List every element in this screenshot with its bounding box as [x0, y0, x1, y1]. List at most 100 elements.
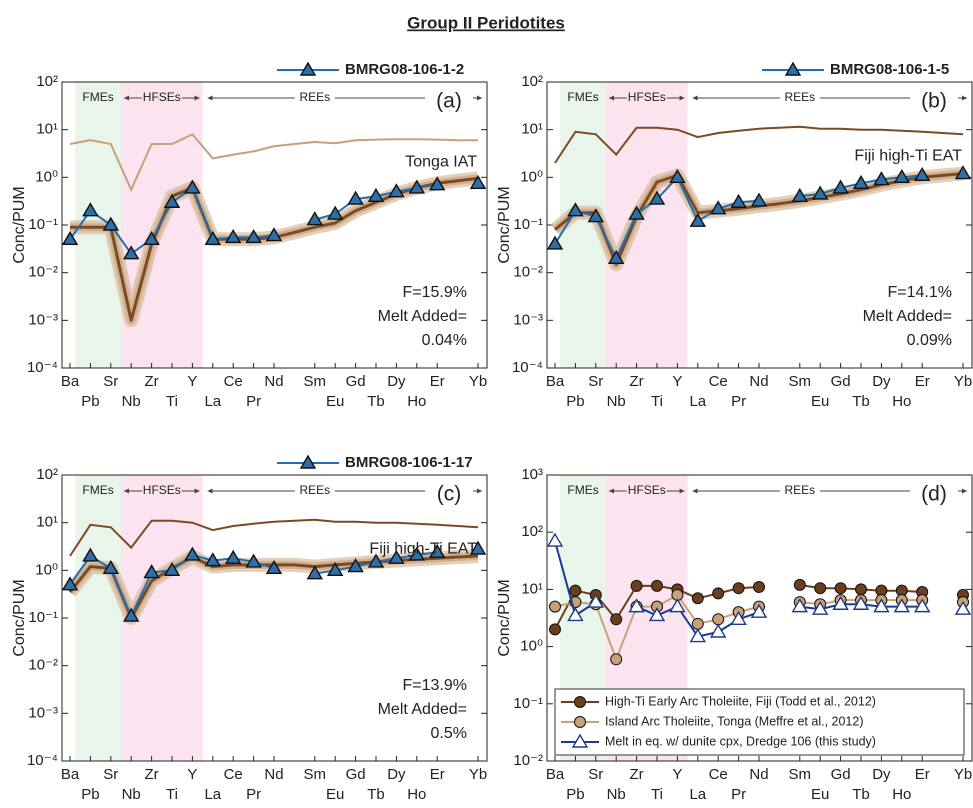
annotation: F=15.9%	[403, 284, 467, 301]
x-tick-label: La	[689, 393, 706, 410]
x-tick-label: Nd	[264, 766, 283, 783]
x-tick-label: Ce	[709, 766, 728, 783]
annotation: Melt Added=	[378, 308, 467, 325]
x-tick-label: Zr	[145, 373, 159, 390]
legend-marker	[299, 454, 317, 469]
x-tick-label: Tb	[852, 393, 870, 410]
data-marker	[224, 549, 242, 564]
data-marker	[628, 598, 645, 613]
panel-label: (a)	[436, 90, 462, 113]
x-tick-label: Ho	[892, 393, 911, 410]
data-marker	[855, 583, 867, 596]
x-tick-label: Pr	[731, 786, 746, 803]
data-marker	[224, 228, 242, 244]
data-marker	[122, 607, 140, 622]
data-marker	[691, 592, 704, 605]
data-marker	[265, 559, 283, 575]
data-marker	[408, 546, 426, 561]
data-marker	[306, 565, 324, 580]
legend-label: Melt in eq. w/ dunite cpx, Dredge 106 (t…	[605, 734, 876, 748]
data-marker	[689, 628, 707, 643]
data-marker	[791, 598, 809, 613]
figure-title: Group II Peridotites	[407, 13, 565, 32]
annotation: 0.5%	[431, 725, 467, 742]
annotation: F=14.1%	[888, 284, 952, 301]
data-marker	[648, 190, 666, 205]
reference-label: Fiji high-Ti EAT	[369, 541, 477, 558]
x-tick-label: Tb	[367, 786, 385, 803]
data-marker	[669, 168, 686, 184]
data-marker	[163, 561, 181, 577]
data-marker	[954, 165, 972, 180]
data-marker	[712, 613, 725, 626]
data-marker	[567, 607, 584, 622]
data-marker	[811, 185, 829, 200]
region-label: REEs	[299, 90, 330, 104]
y-tick-label: 10¹	[521, 580, 543, 597]
x-tick-label: Zr	[630, 373, 644, 390]
y-tick-label: 10²	[36, 466, 58, 483]
data-marker	[388, 549, 405, 564]
y-tick-label: 10⁻¹	[28, 216, 58, 233]
data-marker	[82, 202, 99, 217]
data-marker	[347, 190, 364, 205]
x-tick-label: Pb	[566, 393, 584, 410]
data-marker	[469, 540, 487, 555]
y-tick-label: 10⁰	[35, 168, 58, 185]
data-marker	[814, 582, 827, 595]
legend-marker	[571, 733, 589, 748]
data-marker	[630, 579, 643, 592]
y-tick-label: 10²	[36, 73, 58, 90]
x-tick-label: Er	[915, 766, 930, 783]
data-marker	[873, 171, 890, 186]
x-tick-label: Tb	[852, 786, 870, 803]
x-tick-label: Pr	[731, 393, 746, 410]
x-tick-label: Y	[187, 766, 197, 783]
region-label: HFSEs	[628, 483, 666, 497]
data-marker	[648, 607, 666, 622]
data-marker	[265, 227, 283, 242]
x-tick-label: Zr	[145, 766, 159, 783]
x-tick-label: Er	[430, 766, 445, 783]
region-label: HFSEs	[628, 90, 666, 104]
x-tick-label: Tb	[367, 393, 385, 410]
x-tick-label: Sm	[304, 766, 327, 783]
x-tick-label: Y	[672, 373, 682, 390]
plot-area	[547, 532, 972, 666]
data-marker	[143, 230, 160, 246]
x-tick-label: Dy	[387, 373, 406, 390]
panel: FMEs HFSEs REEs (a) 10⁻⁴ 10⁻³ 10⁻² 10⁻¹ 10⁰ 10¹ 10…	[11, 61, 488, 410]
y-tick-label: 10⁻⁴	[512, 359, 543, 376]
y-tick-label: 10⁻³	[28, 311, 58, 328]
data-marker	[651, 579, 663, 592]
data-marker	[547, 235, 564, 250]
annotation: 0.04%	[422, 332, 467, 349]
data-marker	[62, 576, 79, 591]
reference-line	[554, 125, 964, 164]
legend-box	[554, 688, 965, 756]
data-marker	[428, 176, 446, 191]
data-marker	[832, 179, 849, 194]
data-marker	[245, 228, 262, 244]
x-tick-label: Sr	[103, 373, 118, 390]
x-tick-label: Ti	[651, 393, 663, 410]
data-marker	[587, 208, 605, 223]
x-tick-label: Dy	[387, 766, 406, 783]
y-tick-label: 10⁰	[520, 168, 543, 185]
x-tick-label: Ho	[892, 786, 911, 803]
legend-label: BMRG08-106-1-5	[830, 61, 949, 78]
data-marker	[873, 598, 890, 613]
x-tick-label: Sr	[588, 766, 603, 783]
y-tick-label: 10²	[521, 73, 543, 90]
data-marker	[204, 230, 222, 246]
data-marker	[913, 166, 931, 182]
x-tick-label: La	[689, 786, 706, 803]
data-marker	[893, 598, 911, 613]
data-marker	[549, 623, 561, 636]
data-marker	[852, 595, 870, 610]
plot-area	[547, 125, 972, 272]
data-marker	[102, 216, 120, 231]
x-tick-label: Gd	[831, 766, 851, 783]
x-tick-label: Dy	[872, 373, 891, 390]
data-marker	[143, 564, 160, 579]
